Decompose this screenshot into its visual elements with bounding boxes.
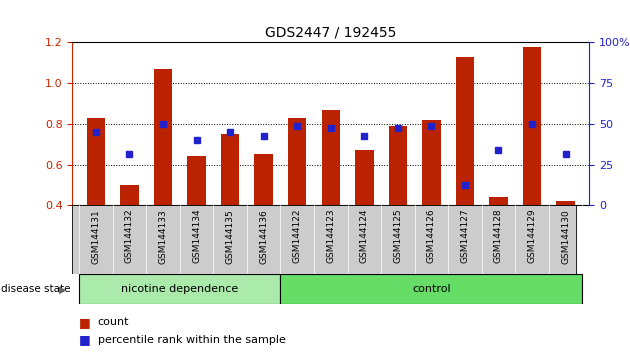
Bar <box>288 118 306 205</box>
Bar <box>187 156 206 205</box>
Bar <box>120 185 139 205</box>
Bar <box>389 126 407 205</box>
Bar <box>221 134 239 205</box>
Text: GSM144132: GSM144132 <box>125 209 134 263</box>
Text: GSM144122: GSM144122 <box>293 209 302 263</box>
Text: ■: ■ <box>79 333 91 346</box>
Bar <box>422 120 440 205</box>
Bar <box>455 57 474 205</box>
Text: GSM144126: GSM144126 <box>427 209 436 263</box>
Text: percentile rank within the sample: percentile rank within the sample <box>98 335 285 345</box>
Bar <box>280 274 582 304</box>
Text: disease state: disease state <box>1 284 71 295</box>
Bar <box>355 150 374 205</box>
Text: GSM144133: GSM144133 <box>159 209 168 263</box>
Text: GSM144127: GSM144127 <box>461 209 469 263</box>
Text: nicotine dependence: nicotine dependence <box>121 284 238 295</box>
Bar <box>556 201 575 205</box>
Text: GSM144136: GSM144136 <box>259 209 268 263</box>
Text: GSM144129: GSM144129 <box>527 209 537 263</box>
Text: GSM144131: GSM144131 <box>91 209 100 263</box>
Text: ■: ■ <box>79 316 91 329</box>
Bar <box>79 274 280 304</box>
Bar <box>255 154 273 205</box>
Bar <box>321 110 340 205</box>
Bar <box>490 197 508 205</box>
Bar <box>87 118 105 205</box>
Bar <box>154 69 172 205</box>
Text: GSM144135: GSM144135 <box>226 209 234 263</box>
Bar <box>523 47 541 205</box>
Text: GSM144130: GSM144130 <box>561 209 570 263</box>
Text: GSM144124: GSM144124 <box>360 209 369 263</box>
Title: GDS2447 / 192455: GDS2447 / 192455 <box>265 26 396 40</box>
Text: GSM144123: GSM144123 <box>326 209 335 263</box>
Text: control: control <box>412 284 450 295</box>
Text: GSM144128: GSM144128 <box>494 209 503 263</box>
Text: ▶: ▶ <box>59 284 66 295</box>
Text: GSM144134: GSM144134 <box>192 209 201 263</box>
Text: GSM144125: GSM144125 <box>393 209 403 263</box>
Text: count: count <box>98 317 129 327</box>
